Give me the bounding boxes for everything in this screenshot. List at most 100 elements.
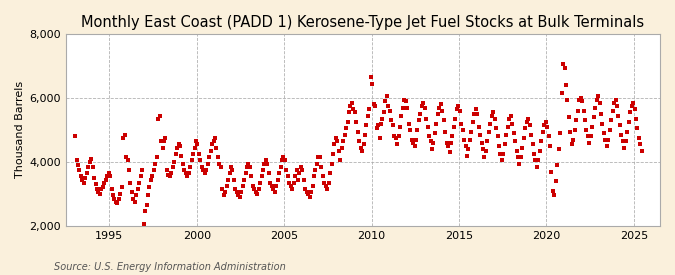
Point — [84, 160, 95, 164]
Point — [537, 129, 548, 134]
Point — [101, 177, 111, 182]
Point — [326, 161, 337, 166]
Point — [157, 145, 168, 150]
Point — [427, 147, 437, 151]
Point — [539, 123, 549, 127]
Point — [453, 104, 464, 108]
Point — [109, 197, 120, 201]
Point — [414, 118, 425, 123]
Point — [502, 125, 513, 129]
Point — [377, 117, 388, 121]
Point — [476, 141, 487, 145]
Point — [393, 134, 404, 139]
Point — [312, 161, 323, 166]
Point — [555, 131, 566, 135]
Point — [97, 185, 108, 190]
Point — [472, 112, 483, 116]
Point — [460, 144, 471, 148]
Point — [310, 168, 321, 172]
Point — [284, 180, 295, 185]
Point — [495, 152, 506, 156]
Point — [485, 121, 495, 126]
Point — [323, 180, 334, 185]
Point — [185, 164, 196, 169]
Point — [429, 131, 440, 135]
Point — [170, 152, 181, 156]
Point — [165, 174, 176, 178]
Point — [452, 107, 462, 111]
Point — [244, 164, 255, 169]
Point — [566, 142, 577, 147]
Point — [163, 172, 173, 177]
Point — [99, 180, 109, 185]
Point — [250, 190, 261, 194]
Point — [130, 200, 140, 204]
Point — [618, 139, 628, 143]
Point — [237, 184, 248, 188]
Point — [423, 125, 433, 129]
Point — [406, 137, 417, 142]
Point — [71, 158, 82, 163]
Point — [457, 128, 468, 132]
Point — [387, 123, 398, 127]
Point — [76, 174, 86, 178]
Point — [269, 190, 280, 194]
Point — [252, 192, 263, 196]
Point — [603, 137, 614, 142]
Point — [380, 99, 391, 103]
Point — [125, 180, 136, 185]
Point — [589, 115, 599, 119]
Point — [526, 133, 537, 137]
Point — [166, 171, 177, 175]
Point — [358, 142, 369, 147]
Point — [547, 188, 558, 193]
Point — [373, 123, 383, 127]
Point — [213, 155, 223, 159]
Point — [346, 101, 357, 105]
Point — [268, 187, 279, 191]
Point — [545, 144, 556, 148]
Point — [95, 192, 105, 196]
Point — [234, 195, 245, 199]
Point — [510, 139, 520, 143]
Point — [361, 123, 372, 127]
Point — [512, 155, 523, 159]
Point — [605, 118, 616, 123]
Point — [345, 104, 356, 108]
Point — [126, 190, 137, 194]
Title: Monthly East Coast (PADD 1) Kerosene-Type Jet Fuel Stocks at Bulk Terminals: Monthly East Coast (PADD 1) Kerosene-Typ… — [81, 15, 645, 30]
Point — [80, 176, 90, 180]
Point — [147, 174, 158, 178]
Point — [115, 192, 126, 196]
Point — [623, 120, 634, 124]
Point — [320, 184, 331, 188]
Point — [504, 117, 514, 121]
Point — [160, 136, 171, 140]
Point — [585, 134, 596, 139]
Point — [415, 112, 426, 116]
Point — [633, 136, 644, 140]
Point — [395, 125, 406, 129]
Point — [549, 193, 560, 198]
Point — [331, 136, 342, 140]
Point — [73, 163, 84, 167]
Point — [298, 177, 309, 182]
Point — [137, 168, 148, 172]
Point — [517, 145, 528, 150]
Point — [626, 104, 637, 108]
Point — [438, 118, 449, 123]
Point — [227, 168, 238, 172]
Point — [134, 180, 144, 185]
Point — [307, 184, 318, 188]
Point — [169, 160, 180, 164]
Point — [296, 164, 306, 169]
Point — [288, 180, 299, 185]
Point — [601, 144, 612, 148]
Point — [572, 109, 583, 113]
Point — [198, 168, 209, 172]
Point — [448, 125, 459, 129]
Point — [273, 171, 284, 175]
Point — [306, 190, 317, 194]
Text: Source: U.S. Energy Information Administration: Source: U.S. Energy Information Administ… — [54, 262, 286, 272]
Point — [352, 129, 363, 134]
